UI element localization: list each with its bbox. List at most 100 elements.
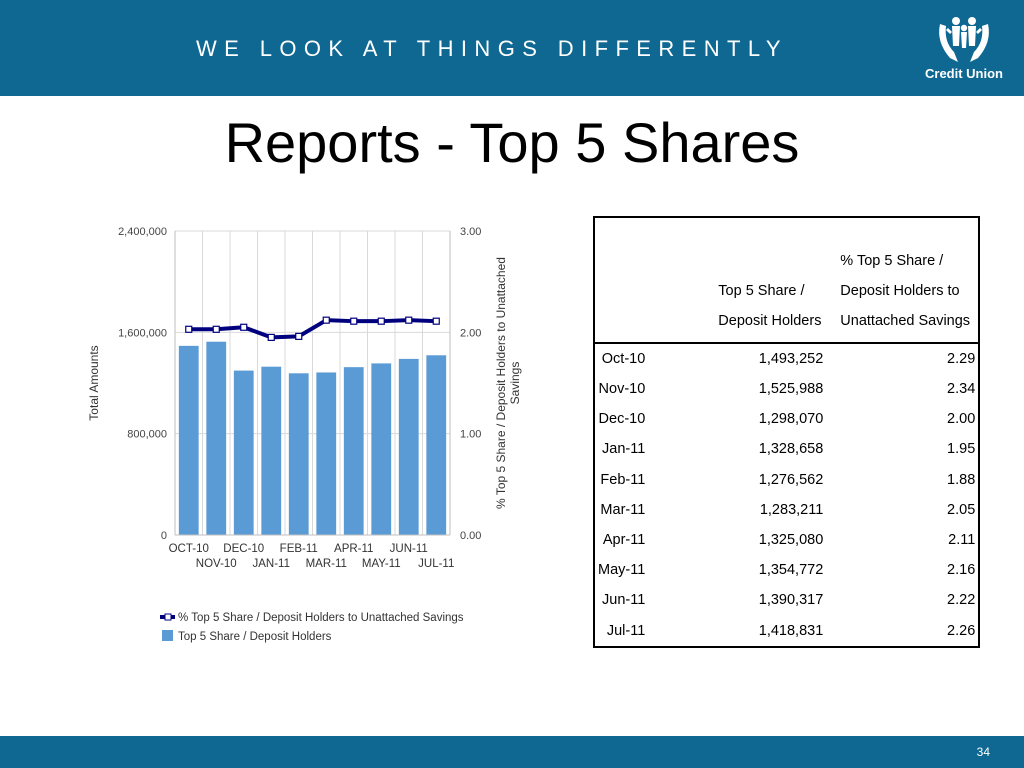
table-header-period: [594, 217, 648, 343]
bar-series: [178, 341, 447, 535]
y-tick-label: 1,600,000: [118, 327, 167, 339]
table-cell-period: May-11: [598, 562, 646, 579]
y-axis-title: Total Amounts: [87, 345, 101, 420]
table-cell-period: Oct-10: [601, 351, 646, 367]
line-point: [377, 317, 385, 325]
table-cell-pct: 2.00: [947, 411, 976, 428]
table-cell-pct: 2.22: [947, 592, 976, 609]
bar: [178, 345, 199, 535]
line-point: [212, 325, 220, 333]
chart-axes: 0 800,000 1,600,000 2,400,000 0.00 1.00 2.00 3.…: [87, 226, 522, 570]
table-header-share-label: Top 5 Share / Deposit Holders: [718, 283, 822, 329]
table-cell-pct: 2.26: [947, 622, 976, 639]
table-cell-period: Apr-11: [602, 532, 646, 549]
line-point: [240, 323, 248, 331]
bar: [426, 355, 447, 535]
bar: [398, 358, 419, 535]
bar: [343, 367, 364, 535]
combo-chart: 0 800,000 1,600,000 2,400,000 0.00 1.00 2.00 3.…: [87, 226, 522, 643]
y2-axis-title-line: Savings: [508, 362, 522, 405]
x-tick-label: DEC-10: [223, 543, 264, 555]
table-row: Feb-11 1,276,562 1.88: [594, 465, 979, 495]
line-point: [432, 317, 440, 325]
table-header-pct: % Top 5 Share / Deposit Holders to Unatt…: [826, 217, 979, 343]
table-cell-share: 1,525,988: [758, 381, 824, 398]
table-cell-pct: 1.95: [947, 441, 976, 458]
table-cell-share: 1,418,831: [758, 622, 824, 639]
table-cell-period: Jun-11: [602, 592, 646, 609]
legend-label: Top 5 Share / Deposit Holders: [178, 631, 332, 643]
table-row: Nov-10 1,525,988 2.34: [594, 374, 979, 404]
x-tick-label: FEB-11: [280, 543, 318, 555]
family-hands-icon: [939, 17, 989, 62]
page-number: 34: [976, 745, 990, 759]
table-cell-share: 1,325,080: [758, 532, 824, 549]
legend-label: % Top 5 Share / Deposit Holders to Unatt…: [178, 612, 464, 624]
x-tick-label: MAY-11: [362, 558, 401, 570]
table-row: Apr-11 1,325,080 2.11: [594, 525, 979, 555]
table-cell-pct: 2.16: [947, 562, 976, 579]
y2-tick-label: 0.00: [460, 530, 481, 542]
table-cell-pct: 2.05: [947, 501, 976, 518]
slide-title: Reports - Top 5 Shares: [224, 111, 800, 174]
table-row: Jun-11 1,390,317 2.22: [594, 585, 979, 615]
line-point: [322, 316, 330, 324]
y2-tick-label: 1.00: [460, 429, 481, 441]
table-cell-period: Feb-11: [600, 471, 646, 488]
line-point: [295, 332, 303, 340]
tagline: WE LOOK AT THINGS DIFFERENTLY: [196, 36, 788, 61]
y2-axis-title: % Top 5 Share / Deposit Holders to Unatt…: [494, 257, 522, 509]
legend-bar-swatch: [162, 630, 173, 641]
table-header-pct-label: % Top 5 Share / Deposit Holders to Unatt…: [840, 253, 971, 329]
table-cell-share: 1,354,772: [758, 562, 824, 579]
table-cell-period: Jan-11: [602, 441, 646, 458]
chart-legend: % Top 5 Share / Deposit Holders to Unatt…: [160, 612, 464, 643]
table-cell-share: 1,390,317: [758, 592, 824, 609]
table-row: Mar-11 1,283,211 2.05: [594, 495, 979, 525]
y2-tick-label: 3.00: [460, 226, 481, 238]
table-cell-pct: 2.29: [947, 351, 976, 367]
x-tick-label: APR-11: [334, 543, 373, 555]
table-cell-share: 1,298,070: [758, 411, 824, 428]
legend-line-marker: [164, 613, 172, 621]
x-tick-label: JAN-11: [253, 558, 291, 570]
line-series: [185, 316, 440, 342]
table-cell-share: 1,328,658: [758, 441, 824, 458]
x-tick-label: OCT-10: [169, 543, 209, 555]
y-tick-label: 800,000: [127, 429, 167, 441]
line-point: [185, 325, 193, 333]
table-cell-share: 1,283,211: [759, 501, 824, 518]
bar: [261, 366, 282, 535]
x-tick-label: JUN-11: [390, 543, 428, 555]
table-row: Dec-10 1,298,070 2.00: [594, 404, 979, 434]
table-row: Oct-10 1,493,252 2.29: [594, 343, 979, 374]
line-point: [267, 333, 275, 342]
table-header-row: Top 5 Share / Deposit Holders % Top 5 Sh…: [594, 217, 980, 343]
bar: [371, 363, 392, 535]
table-row: Jul-11 1,418,831 2.26: [594, 616, 979, 647]
header-band: WE LOOK AT THINGS DIFFERENTLY Credit Uni…: [0, 0, 1024, 96]
footer-band: 34: [0, 736, 1024, 768]
y-tick-label: 0: [161, 530, 167, 542]
bar: [206, 341, 227, 535]
x-tick-label: NOV-10: [196, 558, 237, 570]
table-body: Oct-10 1,493,252 2.29 Nov-10 1,525,988 2.34 De…: [594, 343, 979, 647]
bar: [288, 373, 309, 535]
credit-union-logo: Credit Union: [914, 12, 1014, 86]
bar: [233, 370, 254, 535]
y-tick-label: 2,400,000: [118, 226, 167, 238]
y2-axis-title-line: % Top 5 Share / Deposit Holders to Unatt…: [494, 257, 508, 509]
table-row: Jan-11 1,328,658 1.95: [594, 434, 979, 464]
table-cell-share: 1,276,562: [758, 471, 824, 488]
y2-tick-label: 2.00: [460, 327, 481, 339]
bar: [316, 372, 337, 535]
table-header-share: Top 5 Share / Deposit Holders: [648, 217, 826, 343]
line-point: [350, 317, 358, 325]
table-cell-pct: 2.34: [947, 381, 976, 398]
logo-text: Credit Union: [925, 66, 1003, 81]
line-point: [405, 316, 413, 324]
table-cell-pct: 1.88: [947, 471, 976, 488]
table-row: May-11 1,354,772 2.16: [594, 555, 979, 585]
table-cell-period: Nov-10: [598, 381, 646, 398]
table-cell-period: Dec-10: [598, 411, 646, 428]
